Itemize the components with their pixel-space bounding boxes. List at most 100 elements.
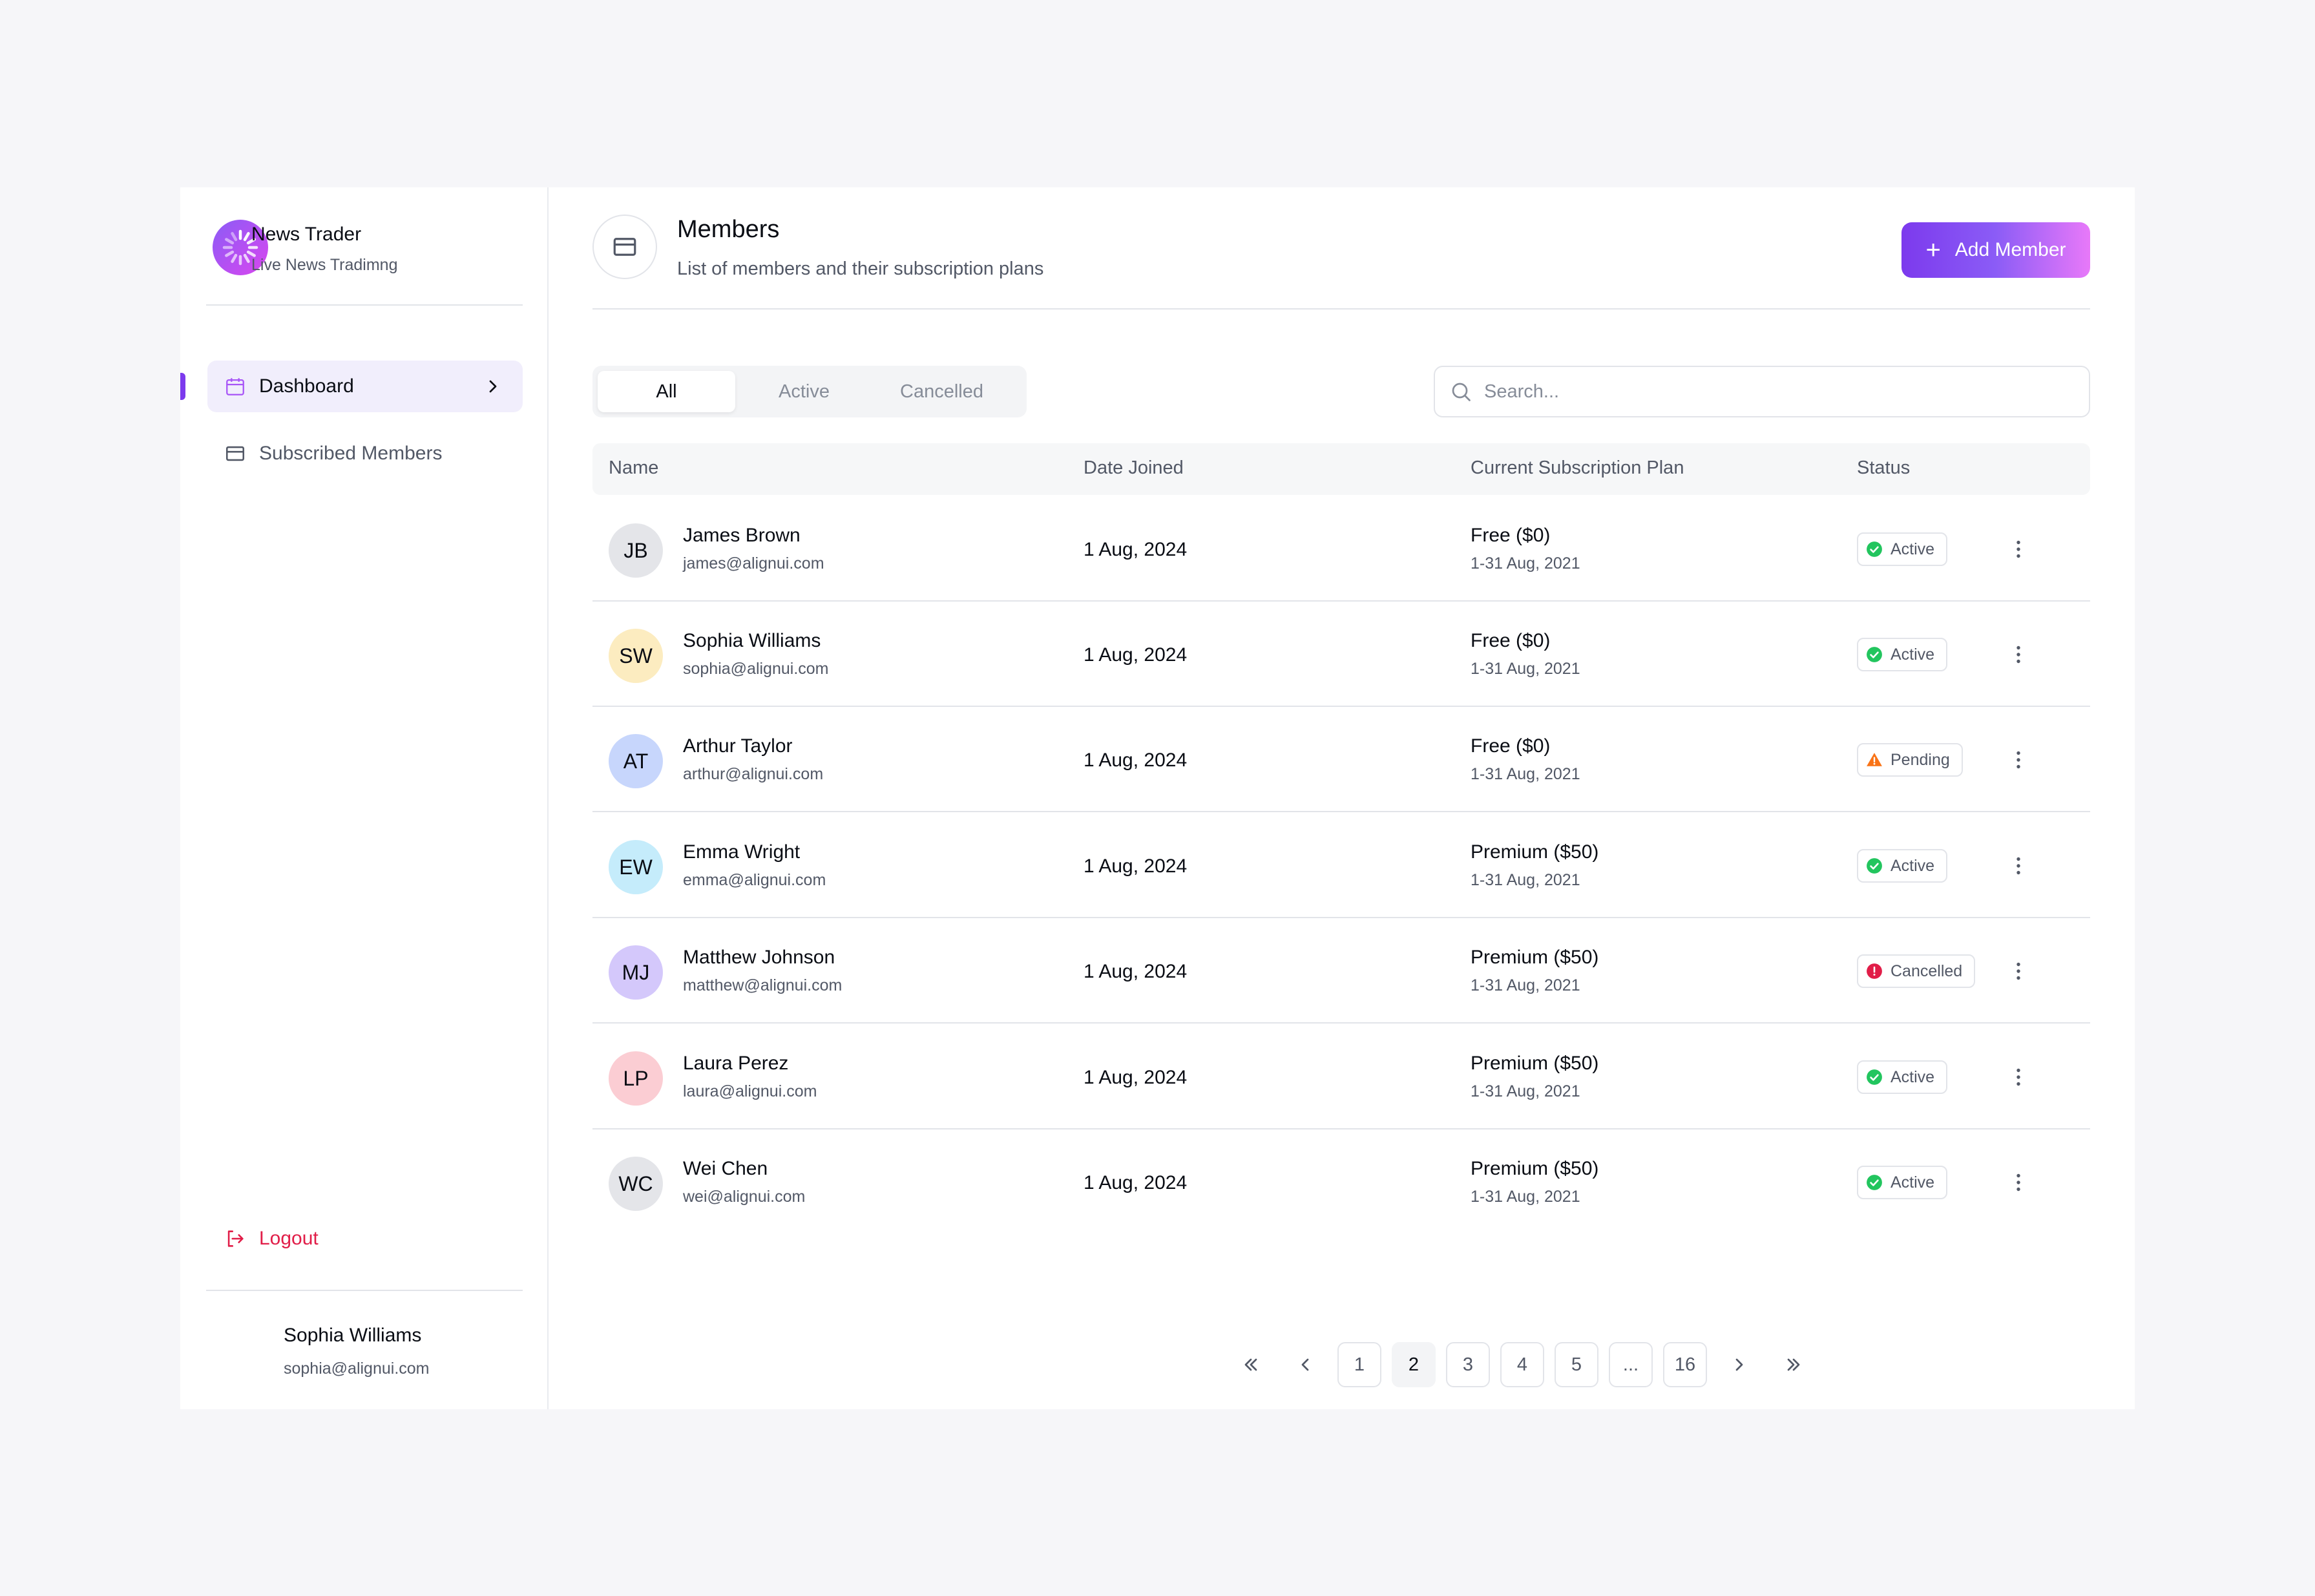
- status-badge: Active: [1857, 1060, 1948, 1094]
- date-joined: 1 Aug, 2024: [1084, 539, 1188, 560]
- page-button-5[interactable]: 5: [1555, 1342, 1598, 1387]
- status-label: Cancelled: [1891, 961, 1963, 980]
- member-name: Matthew Johnson: [683, 947, 835, 968]
- error-circle-icon: [1867, 963, 1882, 979]
- avatar: MJ: [609, 945, 663, 1000]
- status-label: Active: [1891, 540, 1935, 558]
- add-member-label: Add Member: [1954, 239, 2066, 260]
- more-options-icon[interactable]: [2003, 1062, 2034, 1093]
- more-options-icon[interactable]: [2003, 850, 2034, 881]
- logout-icon: [224, 1228, 246, 1250]
- avatar: JB: [609, 523, 663, 578]
- more-options-icon[interactable]: [2003, 956, 2034, 987]
- next-page-icon[interactable]: [1720, 1342, 1759, 1387]
- plan-period: 1-31 Aug, 2021: [1471, 554, 1580, 572]
- app-window: News Trader Live News Tradimng Dashboard: [180, 187, 2135, 1409]
- page-button-1[interactable]: 1: [1337, 1342, 1381, 1387]
- page-button-3[interactable]: 3: [1446, 1342, 1490, 1387]
- avatar-initials: LP: [623, 1066, 649, 1090]
- member-name: Laura Perez: [683, 1053, 789, 1074]
- logout-button[interactable]: Logout: [224, 1228, 319, 1250]
- tab-cancelled[interactable]: Cancelled: [900, 381, 983, 402]
- spinner-logo-icon: [213, 220, 268, 275]
- subscription-plan: Premium ($50): [1471, 947, 1599, 968]
- first-page-icon[interactable]: [1231, 1342, 1270, 1387]
- avatar: AT: [609, 734, 663, 788]
- column-header-status[interactable]: Status: [1857, 457, 1911, 478]
- member-name: Wei Chen: [683, 1158, 768, 1179]
- more-options-icon[interactable]: [2003, 639, 2034, 670]
- subscription-plan: Free ($0): [1471, 525, 1551, 546]
- table-row[interactable]: MJ Matthew Johnson matthew@alignui.com 1 Au…: [592, 918, 2090, 1024]
- plan-period: 1-31 Aug, 2021: [1471, 1188, 1580, 1206]
- avatar: SW: [609, 629, 663, 683]
- page-button-4[interactable]: 4: [1500, 1342, 1544, 1387]
- column-header-plan[interactable]: Current Subscription Plan: [1471, 457, 1684, 478]
- table-row[interactable]: AT Arthur Taylor arthur@alignui.com 1 Aug, …: [592, 707, 2090, 812]
- status-label: Active: [1891, 1173, 1935, 1192]
- add-member-button[interactable]: + Add Member: [1901, 222, 2090, 278]
- warning-triangle-icon: [1867, 753, 1882, 766]
- status-badge: Cancelled: [1857, 954, 1976, 988]
- avatar-initials: EW: [619, 855, 653, 879]
- page-subtitle: List of members and their subscription p…: [677, 258, 1044, 279]
- table-header: Name Date Joined Current Subscription Pl…: [592, 443, 2090, 495]
- chevron-right-icon: [489, 380, 497, 393]
- table-row[interactable]: EW Emma Wright emma@alignui.com 1 Aug, 2024…: [592, 813, 2090, 918]
- avatar-initials: SW: [619, 644, 653, 667]
- plan-period: 1-31 Aug, 2021: [1471, 765, 1580, 783]
- table-row[interactable]: LP Laura Perez laura@alignui.com 1 Aug, 202…: [592, 1024, 2090, 1129]
- calendar-icon: [224, 375, 246, 397]
- user-profile[interactable]: Sophia Williams sophia@alignui.com: [284, 1325, 430, 1378]
- header-divider: [592, 308, 2090, 310]
- check-circle-icon: [1867, 1175, 1882, 1190]
- avatar-initials: AT: [623, 749, 649, 773]
- member-email: wei@alignui.com: [683, 1188, 806, 1206]
- member-name: James Brown: [683, 525, 801, 546]
- status-badge: Active: [1857, 638, 1948, 671]
- plan-period: 1-31 Aug, 2021: [1471, 660, 1580, 678]
- status-badge: Pending: [1857, 743, 1963, 777]
- date-joined: 1 Aug, 2024: [1084, 961, 1188, 982]
- status-badge: Active: [1857, 1166, 1948, 1199]
- subscription-plan: Premium ($50): [1471, 1158, 1599, 1179]
- plan-period: 1-31 Aug, 2021: [1471, 1082, 1580, 1100]
- prev-page-icon[interactable]: [1286, 1342, 1325, 1387]
- subscription-plan: Free ($0): [1471, 630, 1551, 651]
- page-button-2[interactable]: 2: [1392, 1342, 1436, 1387]
- avatar: EW: [609, 840, 663, 894]
- active-indicator: [180, 373, 185, 400]
- more-options-icon[interactable]: [2003, 1167, 2034, 1198]
- member-name: Emma Wright: [683, 841, 801, 863]
- check-circle-icon: [1867, 541, 1882, 557]
- avatar-initials: JB: [623, 538, 648, 562]
- search-icon: [1452, 383, 1471, 401]
- filter-tabs: All Active Cancelled: [592, 366, 1027, 417]
- status-label: Active: [1891, 856, 1935, 875]
- last-page-icon[interactable]: [1774, 1342, 1813, 1387]
- status-badge: Active: [1857, 532, 1948, 566]
- member-email: emma@alignui.com: [683, 871, 826, 889]
- tab-active[interactable]: Active: [779, 381, 830, 402]
- search-input[interactable]: [1484, 381, 2066, 403]
- sidebar: News Trader Live News Tradimng Dashboard: [180, 187, 549, 1409]
- sidebar-item-label: Subscribed Members: [259, 443, 443, 464]
- more-options-icon[interactable]: [2003, 744, 2034, 775]
- column-header-name[interactable]: Name: [609, 457, 659, 478]
- brand-subtitle: Live News Tradimng: [251, 256, 398, 274]
- date-joined: 1 Aug, 2024: [1084, 856, 1188, 877]
- column-header-date[interactable]: Date Joined: [1084, 457, 1184, 478]
- check-circle-icon: [1867, 858, 1882, 874]
- sidebar-item-dashboard[interactable]: Dashboard: [207, 361, 523, 412]
- sidebar-item-subscribed-members[interactable]: Subscribed Members: [207, 428, 523, 479]
- table-row[interactable]: SW Sophia Williams sophia@alignui.com 1 Aug…: [592, 602, 2090, 707]
- check-circle-icon: [1867, 1069, 1882, 1085]
- page-button-16[interactable]: 16: [1663, 1342, 1707, 1387]
- tab-all[interactable]: All: [598, 371, 735, 412]
- table-row[interactable]: WC Wei Chen wei@alignui.com 1 Aug, 2024 Prem…: [592, 1129, 2090, 1235]
- table-row[interactable]: JB James Brown james@alignui.com 1 Aug, 202…: [592, 496, 2090, 602]
- plus-icon: +: [1925, 236, 1941, 264]
- more-options-icon[interactable]: [2003, 534, 2034, 565]
- logout-label: Logout: [259, 1228, 319, 1249]
- avatar-initials: MJ: [622, 960, 650, 984]
